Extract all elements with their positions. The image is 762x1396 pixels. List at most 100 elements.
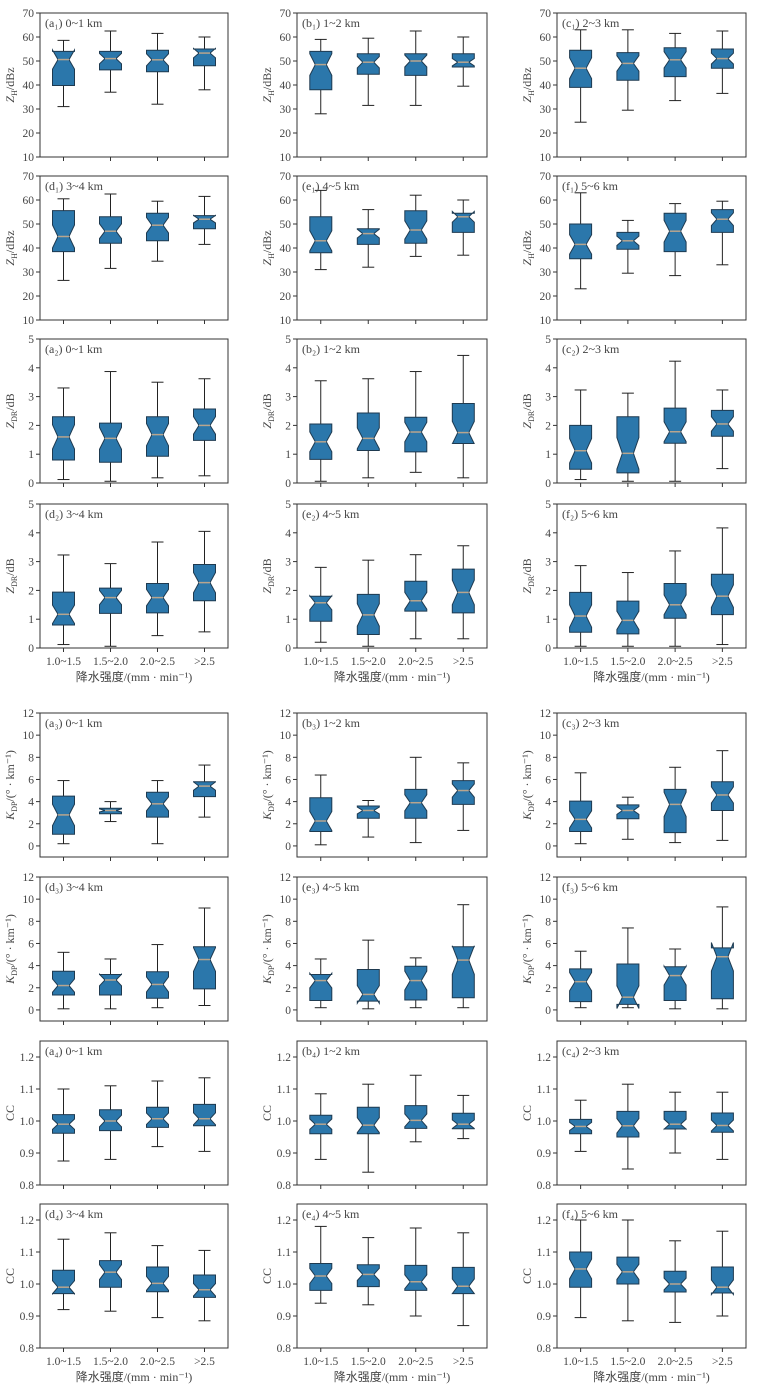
y-tick-label: 0 [285, 643, 291, 655]
plot-frame [296, 12, 488, 158]
panel-label: (e₁) 4~5 km [302, 179, 360, 193]
notched-box [146, 416, 169, 457]
y-axis-label: CC [520, 1268, 534, 1284]
panel-12: 0 2 4 6 8 10 12 KDP/(° · km⁻¹) (a₃) 0~1 km [3, 708, 229, 861]
y-tick-label: 8 [285, 916, 291, 928]
box-1.5_2.0 [99, 30, 122, 93]
plot-frame [556, 1203, 747, 1349]
y-label-unit: /dB [520, 393, 534, 410]
notched-box [309, 1263, 333, 1291]
panel-4: 10 20 30 40 50 60 70 ZH/dBz (e₁) 4~5 km [260, 171, 488, 327]
y-tick-label: 1.2 [277, 1215, 292, 1227]
y-tick-label: 20 [540, 291, 552, 303]
plot-frame [39, 175, 229, 321]
panel-label: (d₂) 3~4 km [45, 507, 104, 521]
y-tick-label: 10 [23, 152, 35, 164]
box-1.5_2.0 [616, 392, 640, 482]
box-2.0_2.5 [404, 371, 428, 473]
box-_2.5 [451, 199, 475, 256]
y-tick-label: 1.2 [20, 1215, 35, 1227]
y-tick-label: 60 [280, 195, 292, 207]
panel-label: (f₁) 5~6 km [562, 179, 619, 193]
y-tick-label: 3 [545, 557, 551, 569]
notched-box [710, 781, 734, 811]
y-label-subscript: DP [527, 801, 536, 812]
y-tick-label: 2 [285, 819, 291, 831]
notched-box [663, 212, 687, 253]
y-label-symbol: Z [3, 96, 17, 103]
x-axis-label: 降水强度/(mm · min⁻¹) [76, 669, 193, 684]
notched-box [616, 963, 640, 1009]
box-2.0_2.5 [663, 360, 687, 482]
notched-box [309, 971, 333, 1001]
box-1.0_1.5 [52, 1088, 75, 1162]
y-axis-label: ZH/dBz [260, 67, 276, 102]
y-tick-label: 5 [28, 334, 34, 346]
panel-label: (f₂) 5~6 km [562, 507, 619, 521]
box-_2.5 [193, 36, 216, 91]
plot-frame [556, 12, 747, 158]
panel-label: (b₂) 1~2 km [302, 342, 361, 356]
y-tick-label: 1.2 [20, 1052, 35, 1064]
panel-18: 0.8 0.9 1.0 1.1 1.2 CC (a₄) 0~1 km [3, 1040, 229, 1192]
y-tick-label: 1.2 [277, 1052, 292, 1064]
panel-label: (d₄) 3~4 km [45, 1207, 104, 1221]
y-axis-label: CC [3, 1268, 17, 1284]
panel-label: (c₃) 2~3 km [562, 716, 620, 730]
y-label-symbol: Z [260, 422, 274, 429]
y-label-subscript: DP [267, 965, 276, 976]
y-tick-label: 4 [545, 363, 551, 375]
notched-box [193, 1274, 216, 1298]
box-2.0_2.5 [663, 203, 687, 277]
notched-box [193, 214, 216, 230]
y-tick-label: 4 [28, 363, 34, 375]
plot-frame [556, 338, 747, 484]
box-1.5_2.0 [99, 371, 122, 482]
y-tick-label: 0.9 [537, 1148, 552, 1160]
y-tick-label: 20 [23, 291, 35, 303]
y-tick-label: 1.0 [537, 1116, 552, 1128]
panel-7: 0 1 2 3 4 5 ZDR/dB (b₂) 1~2 km [260, 334, 488, 490]
panel-label: (a₃) 0~1 km [45, 716, 103, 730]
y-tick-label: 40 [280, 243, 292, 255]
y-tick-label: 70 [23, 8, 35, 20]
y-axis-label: KDP/(° · km⁻¹) [3, 914, 19, 985]
y-tick-label: 60 [540, 32, 552, 44]
y-axis-label: ZDR/dB [3, 558, 19, 593]
panel-0: 10 20 30 40 50 60 70 ZH/dBz (a₁) 0~1 km [3, 8, 229, 164]
panel-label: (b₄) 1~2 km [302, 1044, 361, 1058]
y-tick-label: 40 [540, 243, 552, 255]
y-label-subscript: DR [527, 575, 536, 587]
y-tick-label: 40 [540, 80, 552, 92]
x-tick-label: 1.0~1.5 [303, 656, 338, 668]
y-tick-label: 1 [285, 614, 291, 626]
y-axis-label: KDP/(° · km⁻¹) [3, 750, 19, 821]
plot-frame [296, 876, 488, 1022]
y-tick-label: 5 [285, 334, 291, 346]
notched-box [52, 591, 75, 626]
y-tick-label: 50 [540, 56, 552, 68]
y-tick-label: 1.2 [537, 1215, 552, 1227]
y-tick-label: 1.1 [537, 1247, 552, 1259]
y-tick-label: 0 [28, 643, 34, 655]
plot-frame [296, 712, 488, 858]
box-1.0_1.5 [569, 1219, 593, 1319]
y-tick-label: 1 [28, 449, 34, 461]
y-label-subscript: H [267, 90, 276, 96]
notched-box [616, 1110, 640, 1138]
notched-box [663, 964, 687, 1001]
y-tick-label: 40 [23, 243, 35, 255]
plot-frame [39, 1203, 229, 1349]
x-tick-label: 2.0~2.5 [140, 656, 175, 668]
y-label-symbol: Z [3, 422, 17, 429]
y-axis-label: CC [520, 1105, 534, 1121]
box-_2.5 [451, 354, 475, 479]
notched-box [710, 1112, 734, 1133]
panel-13: 0 2 4 6 8 10 12 KDP/(° · km⁻¹) (b₃) 1~2 km [260, 708, 488, 861]
panel-17: 0 2 4 6 8 10 12 KDP/(° · km⁻¹) (f₃) 5~6 km [520, 872, 747, 1025]
plot-frame [556, 1040, 747, 1186]
y-axis-label: ZH/dBz [520, 230, 536, 265]
y-tick-label: 4 [285, 363, 291, 375]
y-tick-label: 0 [545, 643, 551, 655]
box-1.5_2.0 [356, 559, 380, 647]
